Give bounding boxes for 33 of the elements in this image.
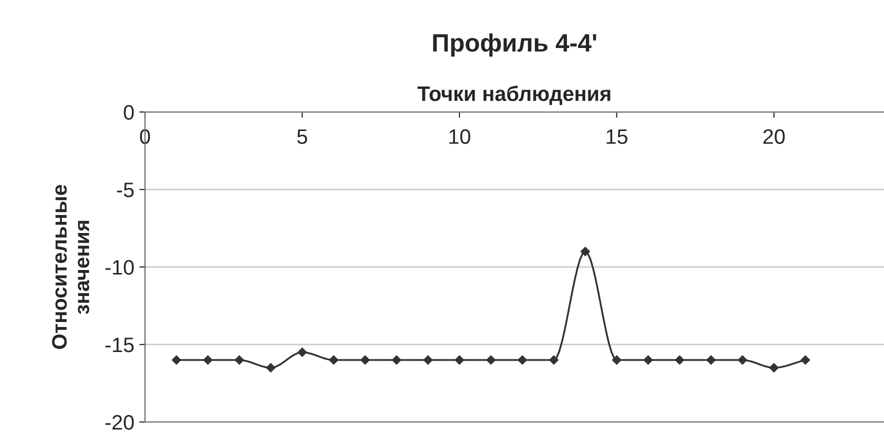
x-axis-title: Точки наблюдения — [418, 86, 610, 106]
point — [769, 363, 779, 372]
x-tick-label: 10 — [449, 129, 470, 144]
point — [549, 355, 558, 365]
point — [454, 355, 464, 365]
point — [266, 363, 276, 372]
chart-title: Профиль 4-4' — [433, 33, 596, 57]
y-tick-label: -5 — [116, 182, 134, 198]
point — [706, 355, 716, 365]
point — [738, 355, 748, 365]
point — [298, 348, 307, 357]
point — [392, 355, 402, 365]
point — [360, 355, 370, 365]
point — [800, 355, 810, 365]
y-tick-label: -20 — [105, 415, 134, 430]
point — [612, 355, 622, 365]
point — [423, 355, 433, 365]
point — [644, 355, 653, 365]
point — [580, 246, 590, 256]
x-tick-label: 20 — [763, 129, 785, 144]
point — [518, 355, 527, 365]
y-tick-label: 0 — [124, 105, 134, 120]
point — [234, 355, 244, 365]
point — [674, 355, 684, 365]
x-tick-label: 5 — [297, 129, 308, 144]
point — [172, 355, 182, 365]
y-tick-label: -10 — [105, 260, 134, 275]
y-tick-label: -15 — [105, 338, 134, 352]
point — [203, 355, 213, 365]
point — [329, 355, 338, 365]
y-axis-title: Относительные значения — [52, 184, 90, 349]
point — [486, 355, 496, 365]
x-tick-label: 15 — [606, 129, 628, 144]
